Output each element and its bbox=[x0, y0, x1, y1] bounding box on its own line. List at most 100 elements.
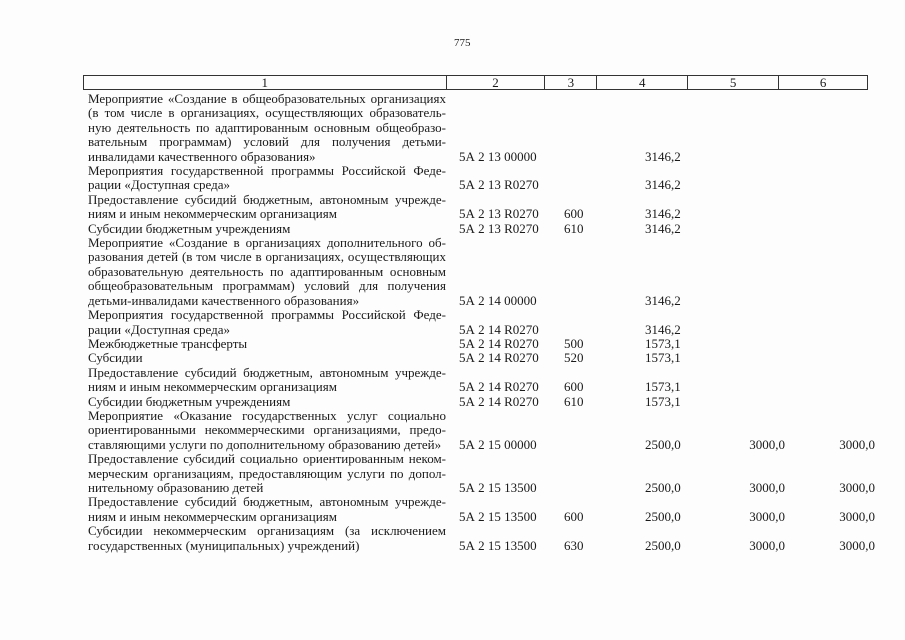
description-line: Субсидии некоммерческим организациям (за… bbox=[88, 523, 446, 539]
table-row: Предоставление субсидий социально ориент… bbox=[88, 451, 875, 495]
row-description: Предоставление субсидий бюджетным, автон… bbox=[88, 192, 446, 222]
target-code: 5А 2 14 R0270 bbox=[459, 335, 539, 351]
header-col-6: 6 bbox=[819, 75, 827, 90]
expense-type: 600 bbox=[564, 206, 584, 222]
description-line: мерческим организациям, предоставляющим … bbox=[88, 465, 446, 481]
description-line: рации «Доступная среда» bbox=[88, 321, 231, 337]
description-line: государственных (муниципальных) учрежден… bbox=[88, 537, 360, 553]
row-description: Мероприятия государственной программы Ро… bbox=[88, 307, 446, 337]
amount-col-4: 2500,0 bbox=[645, 479, 681, 495]
amount-col-4: 1573,1 bbox=[645, 379, 681, 395]
target-code: 5А 2 14 R0270 bbox=[459, 379, 539, 395]
header-col-1: 1 bbox=[84, 76, 447, 89]
amount-col-6: 3000,0 bbox=[839, 479, 875, 495]
description-line: вательным программам) условий для получе… bbox=[88, 134, 446, 150]
amount-col-4: 3146,2 bbox=[645, 321, 681, 337]
expense-type: 600 bbox=[564, 379, 584, 395]
table-body: Мероприятие «Создание в общеобразователь… bbox=[88, 91, 875, 553]
description-line: общеобразовательным программам) условий … bbox=[88, 278, 446, 294]
description-line: ориентированными некоммерческими организ… bbox=[88, 422, 446, 438]
expense-type: 610 bbox=[564, 393, 584, 409]
description-line: (в том числе в организациях, осуществляю… bbox=[88, 105, 446, 121]
table-header: 1 2 3 4 5 6 bbox=[83, 75, 868, 90]
amount-col-6: 3000,0 bbox=[839, 436, 875, 452]
description-line: Мероприятие «Создание в общеобразователь… bbox=[88, 91, 446, 106]
target-code: 5А 2 15 00000 bbox=[459, 436, 537, 452]
amount-col-4: 1573,1 bbox=[645, 350, 681, 366]
amount-col-4: 2500,0 bbox=[645, 508, 681, 524]
amount-col-4: 3146,2 bbox=[645, 177, 681, 193]
description-line: нительному образованию детей bbox=[88, 479, 264, 495]
row-description: Мероприятие «Создание в общеобразователь… bbox=[88, 91, 446, 164]
description-line: ную деятельность по адаптированным основ… bbox=[88, 119, 446, 135]
amount-col-4: 1573,1 bbox=[645, 335, 681, 351]
description-line: образовательную деятельность по адаптиро… bbox=[88, 263, 446, 279]
description-line: детьми-инвалидами качественного образова… bbox=[88, 292, 360, 308]
description-line: Предоставление субсидий социально ориент… bbox=[88, 451, 446, 467]
target-code: 5А 2 15 13500 bbox=[459, 479, 537, 495]
target-code: 5А 2 13 R0270 bbox=[459, 206, 539, 222]
header-col-5: 5 bbox=[688, 76, 780, 89]
row-description: Предоставление субсидий бюджетным, автон… bbox=[88, 364, 446, 395]
target-code: 5А 2 14 R0270 bbox=[459, 321, 539, 337]
description-line: инвалидами качественного образования» bbox=[88, 148, 316, 164]
row-description: Субсидии bbox=[88, 350, 446, 366]
table-row: Предоставление субсидий бюджетным, автон… bbox=[88, 494, 875, 524]
table-row: Мероприятие «Оказание государственных ус… bbox=[88, 408, 875, 452]
row-description: Мероприятие «Оказание государственных ус… bbox=[88, 408, 446, 452]
description-line: ниям и иным некоммерческим организациям bbox=[88, 508, 337, 524]
amount-col-5: 3000,0 bbox=[749, 537, 785, 553]
table-row: Субсидии некоммерческим организациям (за… bbox=[88, 523, 875, 553]
table-row: Субсидии 5А 2 14 R0270 520 1573,1 bbox=[88, 350, 875, 366]
description-line: ниям и иным некоммерческим организациям bbox=[88, 206, 337, 222]
row-description: Субсидии бюджетным учреждениям bbox=[88, 393, 446, 409]
amount-col-5: 3000,0 bbox=[749, 508, 785, 524]
description-line: ставляющими услуги по дополнительному об… bbox=[88, 436, 442, 452]
row-description: Субсидии некоммерческим организациям (за… bbox=[88, 523, 446, 553]
description-line: Субсидии бюджетным учреждениям bbox=[88, 220, 291, 236]
table-row: Субсидии бюджетным учреждениям 5А 2 13 R0… bbox=[88, 220, 875, 236]
target-code: 5А 2 15 13500 bbox=[459, 537, 537, 553]
description-line: Мероприятия государственной программы Ро… bbox=[88, 163, 446, 179]
amount-col-4: 3146,2 bbox=[645, 220, 681, 236]
description-line: Субсидии бюджетным учреждениям bbox=[88, 393, 291, 409]
table-row: Мероприятия государственной программы Ро… bbox=[88, 307, 875, 337]
expense-type: 500 bbox=[564, 335, 584, 351]
expense-type: 600 bbox=[564, 508, 584, 524]
description-line: разования детей (в том числе в организац… bbox=[88, 249, 446, 265]
target-code: 5А 2 14 R0270 bbox=[459, 350, 539, 366]
description-line: Субсидии bbox=[88, 350, 143, 366]
target-code: 5А 2 15 13500 bbox=[459, 508, 537, 524]
target-code: 5А 2 14 00000 bbox=[459, 292, 537, 308]
row-description: Мероприятие «Создание в организациях доп… bbox=[88, 235, 446, 308]
table-row: Субсидии бюджетным учреждениям 5А 2 14 R0… bbox=[88, 393, 875, 409]
row-description: Межбюджетные трансферты bbox=[88, 336, 446, 351]
amount-col-4: 3146,2 bbox=[645, 292, 681, 308]
row-description: Предоставление субсидий социально ориент… bbox=[88, 451, 446, 495]
target-code: 5А 2 14 R0270 bbox=[459, 393, 539, 409]
page-number: 775 bbox=[454, 37, 471, 49]
description-line: Мероприятие «Создание в организациях доп… bbox=[88, 235, 446, 251]
expense-type: 610 bbox=[564, 220, 584, 236]
description-line: Предоставление субсидий бюджетным, автон… bbox=[88, 364, 446, 380]
amount-col-5: 3000,0 bbox=[749, 436, 785, 452]
row-description: Мероприятия государственной программы Ро… bbox=[88, 163, 446, 193]
row-description: Субсидии бюджетным учреждениям bbox=[88, 220, 446, 236]
header-col-2: 2 bbox=[447, 76, 546, 89]
row-description: Предоставление субсидий бюджетным, автон… bbox=[88, 494, 446, 524]
table-row: Предоставление субсидий бюджетным, автон… bbox=[88, 364, 875, 395]
header-col-4: 4 bbox=[597, 76, 689, 89]
expense-type: 630 bbox=[564, 537, 584, 553]
header-col-3: 3 bbox=[545, 76, 598, 89]
table-row: Мероприятие «Создание в общеобразователь… bbox=[88, 91, 875, 164]
description-line: Предоставление субсидий бюджетным, автон… bbox=[88, 494, 446, 510]
target-code: 5А 2 13 R0270 bbox=[459, 177, 539, 193]
amount-col-4: 2500,0 bbox=[645, 436, 681, 452]
amount-col-5: 3000,0 bbox=[749, 479, 785, 495]
amount-col-6: 3000,0 bbox=[839, 508, 875, 524]
table-row: Предоставление субсидий бюджетным, автон… bbox=[88, 192, 875, 222]
table-row: Мероприятие «Создание в организациях доп… bbox=[88, 235, 875, 308]
amount-col-4: 2500,0 bbox=[645, 537, 681, 553]
amount-col-4: 1573,1 bbox=[645, 393, 681, 409]
amount-col-6: 3000,0 bbox=[839, 537, 875, 553]
